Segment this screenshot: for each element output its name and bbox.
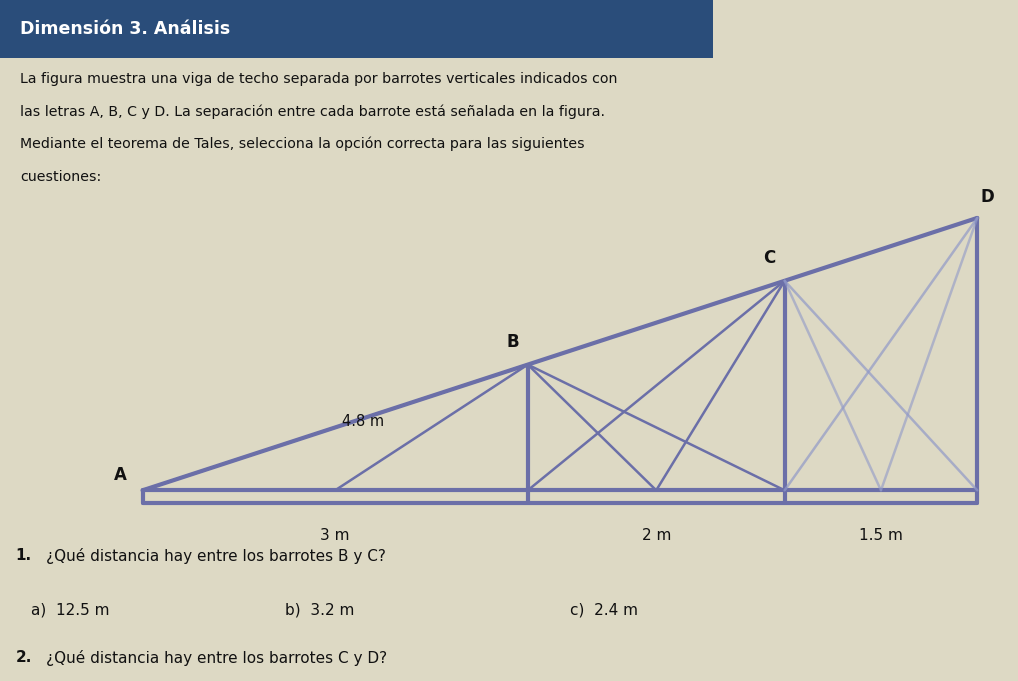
Text: ¿Qué distancia hay entre los barrotes C y D?: ¿Qué distancia hay entre los barrotes C … — [46, 650, 387, 666]
Text: b)  3.2 m: b) 3.2 m — [285, 603, 354, 618]
Text: Dimensión 3. Análisis: Dimensión 3. Análisis — [20, 20, 231, 38]
Text: La figura muestra una viga de techo separada por barrotes verticales indicados c: La figura muestra una viga de techo sepa… — [20, 72, 618, 86]
Text: 4.8 m: 4.8 m — [342, 413, 385, 428]
Bar — [0, 0, 713, 58]
Text: A: A — [114, 466, 126, 484]
Text: C: C — [764, 249, 776, 267]
Text: 3 m: 3 m — [321, 528, 350, 543]
Text: ¿Qué distancia hay entre los barrotes B y C?: ¿Qué distancia hay entre los barrotes B … — [46, 548, 386, 564]
Text: a)  12.5 m: a) 12.5 m — [31, 603, 109, 618]
Text: 1.5 m: 1.5 m — [859, 528, 903, 543]
Text: 2 m: 2 m — [641, 528, 671, 543]
Text: c)  2.4 m: c) 2.4 m — [570, 603, 638, 618]
Text: D: D — [980, 188, 995, 206]
Text: 2.: 2. — [15, 650, 32, 665]
Text: cuestiones:: cuestiones: — [20, 170, 102, 184]
Text: las letras A, B, C y D. La separación entre cada barrote está señalada en la fig: las letras A, B, C y D. La separación en… — [20, 104, 606, 118]
Text: 1.: 1. — [15, 548, 32, 563]
Text: B: B — [506, 333, 519, 351]
Text: Mediante el teorema de Tales, selecciona la opción correcta para las siguientes: Mediante el teorema de Tales, selecciona… — [20, 137, 585, 151]
